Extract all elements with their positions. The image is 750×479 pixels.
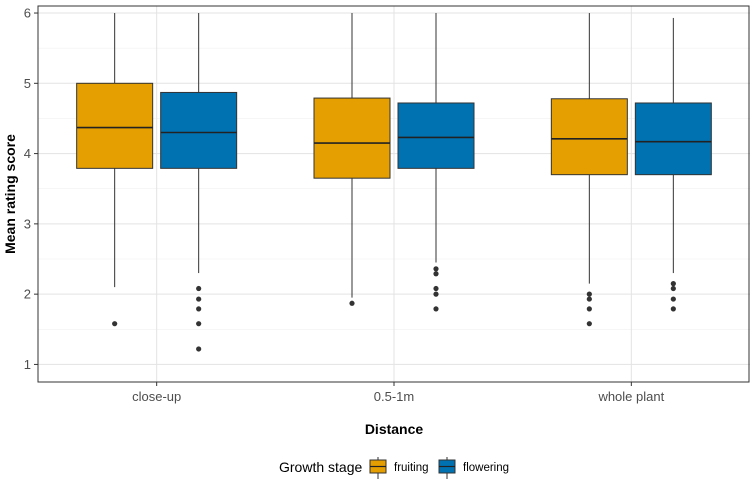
axes: 1 2 3 4 5 6 close-up 0.5-1m whole plant	[24, 6, 665, 404]
outlier-point	[196, 306, 202, 312]
box-flowering-whole-plant	[634, 17, 712, 312]
outlier-point	[586, 296, 592, 302]
outlier-point	[196, 285, 202, 292]
outlier-point	[196, 346, 202, 352]
box-iqr	[634, 102, 712, 176]
legend-item-flowering: flowering	[438, 457, 509, 479]
legend-label: fruiting	[394, 462, 429, 474]
outlier-point	[196, 321, 202, 327]
box-iqr	[550, 98, 628, 176]
outlier-point	[670, 306, 676, 312]
outlier-point	[586, 306, 592, 312]
legend: Growth stage fruiting flowering	[279, 457, 509, 479]
box-iqr	[76, 82, 154, 169]
y-tick-label: 4	[24, 146, 31, 161]
outlier-point	[670, 281, 676, 287]
outlier-point	[586, 291, 592, 297]
outlier-point	[112, 321, 118, 327]
legend-title: Growth stage	[279, 459, 362, 475]
box-fruiting-0-5-1m	[313, 13, 391, 306]
y-tick-label: 5	[24, 76, 31, 91]
outlier-point	[433, 266, 439, 272]
y-axis-title: Mean rating score	[2, 134, 18, 254]
box-iqr	[397, 102, 475, 169]
y-tick-label: 1	[24, 357, 31, 372]
grid-lines	[38, 6, 750, 382]
box-plot-series	[76, 13, 712, 352]
x-tick-label: close-up	[132, 389, 181, 404]
box-flowering-0-5-1m	[397, 13, 475, 312]
x-tick-label: 0.5-1m	[374, 389, 414, 404]
box-fruiting-close-up	[76, 13, 154, 327]
outlier-point	[433, 306, 439, 312]
outlier-point	[670, 296, 676, 302]
legend-label: flowering	[463, 462, 509, 474]
box-fruiting-whole-plant	[550, 13, 628, 327]
outlier-point	[433, 285, 439, 292]
box-iqr	[313, 97, 391, 179]
outlier-point	[433, 291, 439, 297]
box-flowering-close-up	[160, 13, 238, 352]
outlier-point	[433, 271, 439, 277]
x-tick-label: whole plant	[597, 389, 664, 404]
y-tick-label: 2	[24, 287, 31, 302]
outlier-point	[196, 296, 202, 302]
outlier-point	[586, 321, 592, 327]
y-tick-label: 6	[24, 6, 31, 21]
outlier-point	[349, 300, 355, 306]
outlier-point	[670, 285, 676, 292]
box-iqr	[160, 91, 238, 169]
x-axis-title: Distance	[365, 421, 424, 437]
legend-item-fruiting: fruiting	[369, 457, 429, 479]
y-tick-label: 3	[24, 216, 31, 231]
